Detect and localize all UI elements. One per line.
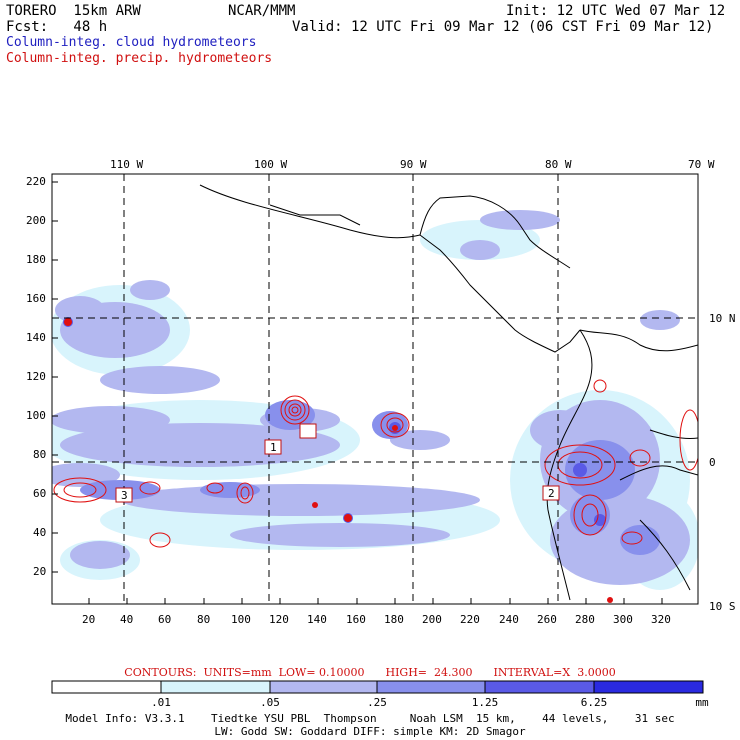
x-tick-label: 300: [613, 613, 633, 626]
x-tick-label: 240: [499, 613, 519, 626]
y-axis-ticks: [52, 181, 58, 573]
colorbar-label: .01: [151, 696, 171, 709]
y-tick-label: 140: [26, 331, 46, 344]
y-tick-label: 180: [26, 253, 46, 266]
colorbar-unit: mm: [695, 696, 709, 709]
center-label: NCAR/MMM: [228, 3, 296, 19]
lon-label-70w: 70 W: [688, 158, 715, 171]
y-tick-label: 80: [33, 448, 47, 461]
x-tick-label: 280: [575, 613, 595, 626]
x-tick-label: 200: [422, 613, 442, 626]
precip-contours: [53, 379, 698, 548]
colorbar-label: 6.25: [580, 696, 608, 709]
model-info-line2: LW: Godd SW: Goddard DIFF: simple KM: 2D…: [214, 725, 526, 738]
lat-label-10s: 10 S: [709, 600, 736, 613]
station-box-label: 3: [121, 489, 128, 502]
x-tick-label: 320: [651, 613, 671, 626]
x-tick-label: 100: [231, 613, 251, 626]
valid-time: Valid: 12 UTC Fri 09 Mar 12 (06 CST Fri …: [292, 19, 714, 35]
x-tick-label: 20: [82, 613, 96, 626]
x-tick-label: 160: [346, 613, 366, 626]
lat-label-10n: 10 N: [709, 312, 736, 325]
y-tick-label: 60: [33, 487, 47, 500]
lat-label-0: 0: [709, 456, 716, 469]
x-tick-label: 60: [158, 613, 172, 626]
map-frame: [51, 173, 699, 605]
coastlines: [199, 184, 698, 601]
field-cloud-label: Column-integ. cloud hydrometeors: [6, 35, 257, 50]
y-tick-label: 40: [33, 526, 47, 539]
init-time: Init: 12 UTC Wed 07 Mar 12: [506, 3, 726, 19]
colorbar: [51, 680, 704, 694]
station-box-label: 1: [270, 441, 277, 454]
contours-info: CONTOURS: UNITS=mm LOW= 0.10000 HIGH= 24…: [124, 666, 616, 679]
y-tick-label: 160: [26, 292, 46, 305]
model-info-line1: Model Info: V3.3.1 Tiedtke YSU PBL Thomp…: [65, 712, 675, 725]
station-box-label: 2: [548, 487, 555, 500]
lon-label-110w: 110 W: [110, 158, 144, 171]
x-axis-ticks: [88, 598, 663, 604]
y-tick-label: 200: [26, 214, 46, 227]
x-tick-label: 120: [269, 613, 289, 626]
forecast-hour: Fcst: 48 h: [6, 19, 108, 35]
colorbar-label: .05: [260, 696, 280, 709]
y-tick-label: 220: [26, 175, 46, 188]
model-title: TORERO 15km ARW: [6, 3, 141, 19]
y-tick-label: 100: [26, 409, 46, 422]
colorbar-label: 1.25: [471, 696, 499, 709]
y-tick-label: 20: [33, 565, 47, 578]
station-boxes: [115, 423, 560, 503]
lon-label-80w: 80 W: [545, 158, 572, 171]
x-tick-label: 40: [120, 613, 134, 626]
lon-label-90w: 90 W: [400, 158, 427, 171]
x-tick-label: 140: [307, 613, 327, 626]
field-precip-label: Column-integ. precip. hydrometeors: [6, 51, 273, 66]
x-tick-label: 80: [197, 613, 211, 626]
lon-label-100w: 100 W: [254, 158, 288, 171]
x-tick-label: 220: [460, 613, 480, 626]
precip-maxima: [64, 318, 613, 603]
x-tick-label: 180: [384, 613, 404, 626]
x-tick-label: 260: [537, 613, 557, 626]
colorbar-label: .25: [367, 696, 387, 709]
y-tick-label: 120: [26, 370, 46, 383]
